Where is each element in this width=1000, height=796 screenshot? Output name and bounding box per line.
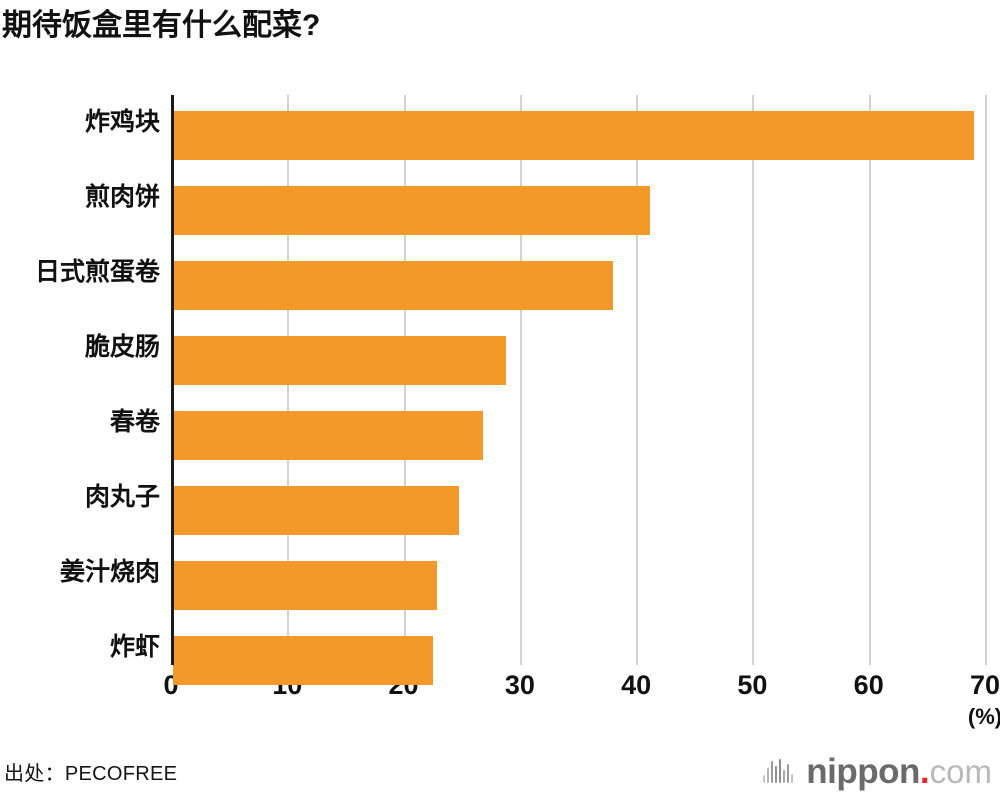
gridline-70 (985, 95, 987, 665)
x-axis-unit-label: (%) (967, 704, 1000, 729)
bar-春卷 (173, 411, 484, 460)
y-axis-line (171, 95, 174, 665)
logo-tld-text: com (929, 752, 992, 790)
bar-series (171, 90, 1000, 690)
logo-brand-text: nippon (806, 751, 920, 791)
gridline-40 (636, 95, 639, 665)
bar-肉丸子 (173, 486, 460, 535)
gridline-60 (868, 95, 871, 665)
gridline-30 (519, 95, 522, 665)
category-label-姜汁烧肉: 姜汁烧肉 (59, 558, 160, 586)
gridline-50 (752, 95, 755, 665)
category-label-炸鸡块: 炸鸡块 (84, 108, 160, 136)
category-label-煎肉饼: 煎肉饼 (84, 183, 160, 211)
bar-日式煎蛋卷 (173, 261, 613, 310)
bar-chart: 炸鸡块煎肉饼日式煎蛋卷脆皮肠春卷肉丸子姜汁烧肉炸虾 (0, 90, 1000, 690)
bar-炸鸡块 (173, 111, 975, 160)
nippon-com-logo[interactable]: nippon . com (763, 752, 992, 790)
bar-姜汁烧肉 (173, 561, 437, 610)
x-tick-60: 60 (853, 670, 884, 700)
category-label-日式煎蛋卷: 日式煎蛋卷 (34, 258, 160, 286)
category-label-肉丸子: 肉丸子 (84, 483, 160, 511)
source-note: 出处：PECOFREE (4, 763, 178, 785)
bar-炸虾 (173, 636, 434, 685)
category-label-春卷: 春卷 (109, 408, 160, 436)
category-label-炸虾: 炸虾 (109, 633, 160, 661)
x-tick-50: 50 (737, 670, 768, 700)
bar-煎肉饼 (173, 186, 650, 235)
logo-dot: . (919, 751, 930, 791)
category-axis-labels: 炸鸡块煎肉饼日式煎蛋卷脆皮肠春卷肉丸子姜汁烧肉炸虾 (0, 90, 160, 690)
bar-脆皮肠 (173, 336, 506, 385)
category-label-脆皮肠: 脆皮肠 (84, 333, 160, 361)
x-tick-70: 70 (969, 670, 1000, 700)
page-title: 期待饭盒里有什么配菜? (2, 9, 321, 42)
sound-bars-icon (763, 759, 795, 783)
x-tick-40: 40 (621, 670, 652, 700)
x-tick-30: 30 (504, 670, 535, 700)
